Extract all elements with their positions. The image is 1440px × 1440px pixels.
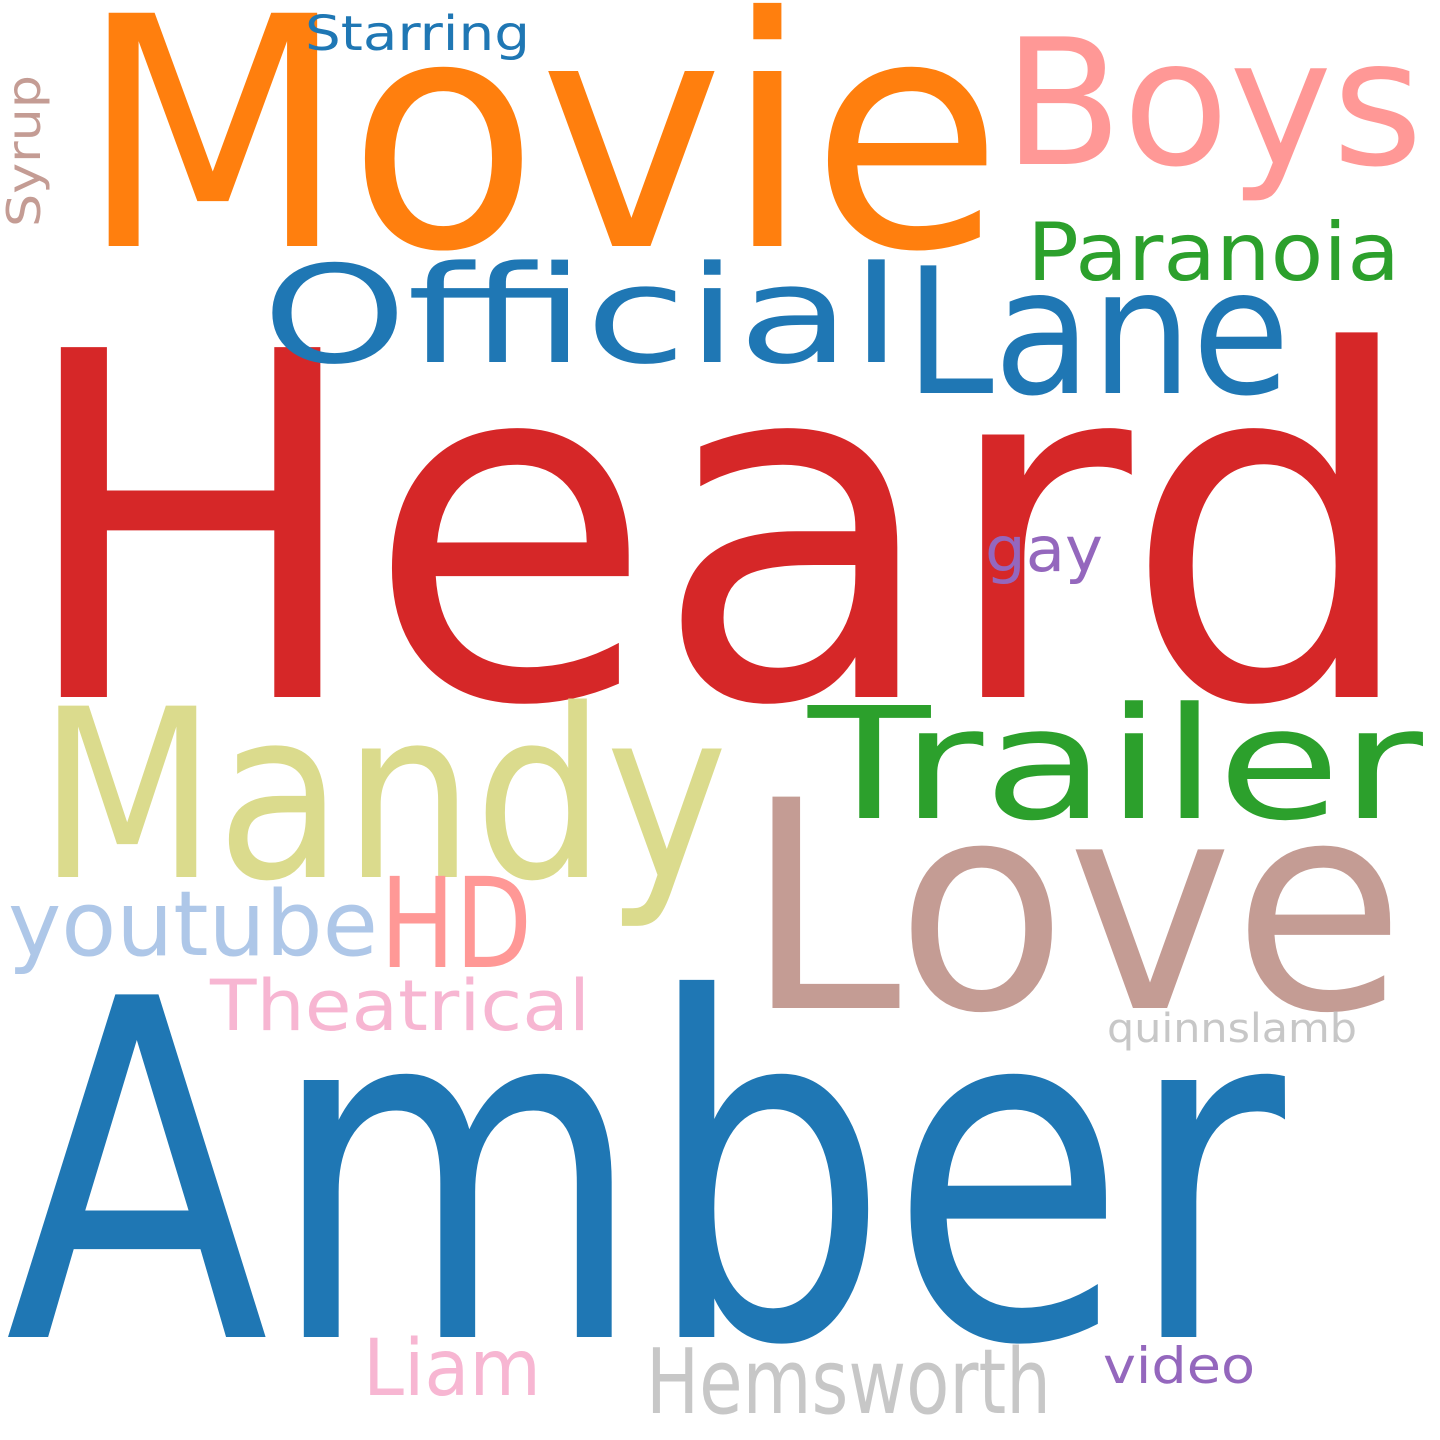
word-official: Official [262, 237, 902, 394]
word-youtube: youtube [8, 872, 378, 977]
word-mandy: Mandy [38, 660, 728, 933]
word-syrup: Syrup [0, 75, 51, 227]
word-hd: HD [380, 852, 532, 997]
word-lane: Lane [905, 232, 1290, 435]
word-paranoia: Paranoia [1027, 206, 1400, 299]
word-boys: Boys [1003, 3, 1423, 206]
word-video: video [1103, 1337, 1255, 1395]
word-movie: Movie [78, 0, 1003, 322]
word-starring: Starring [305, 6, 530, 62]
word-love: Love [745, 740, 1405, 1077]
word-amber: Amber [5, 901, 1289, 1440]
word-heard: Heard [15, 252, 1420, 811]
word-liam: Liam [363, 1324, 541, 1414]
word-hemsworth: Hemsworth [646, 1330, 1051, 1435]
word-theatrical: Theatrical [209, 965, 590, 1047]
word-quinnslamb: quinnslamb [1107, 1006, 1357, 1052]
word-trailer: Trailer [807, 674, 1424, 855]
word-gay: gay [985, 513, 1103, 586]
